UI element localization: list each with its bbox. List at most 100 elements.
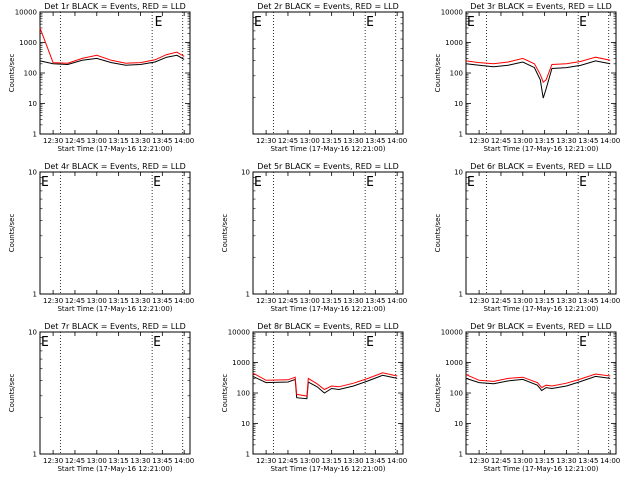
y-axis-label: Counts/sec bbox=[434, 54, 442, 93]
x-tick-label: 12:30 bbox=[43, 297, 63, 305]
panel-title: Det 9r BLACK = Events, RED = LLD bbox=[470, 322, 612, 331]
panel-title: Det 1r BLACK = Events, RED = LLD bbox=[44, 2, 186, 11]
y-tick-label: 1 bbox=[33, 291, 37, 299]
y-tick-label: 1000 bbox=[232, 359, 250, 367]
x-tick-label: 13:30 bbox=[130, 137, 150, 145]
x-tick-label: 13:15 bbox=[109, 297, 129, 305]
x-tick-label: 13:45 bbox=[365, 457, 385, 465]
y-tick-label: 1 bbox=[459, 291, 463, 299]
x-tick-label: 12:30 bbox=[256, 137, 276, 145]
x-axis-label: Start Time (17-May-16 12:21:00) bbox=[270, 145, 385, 153]
event-marker-label: E bbox=[153, 175, 161, 190]
x-axis-label: Start Time (17-May-16 12:21:00) bbox=[483, 145, 598, 153]
x-tick-label: 13:00 bbox=[513, 457, 533, 465]
panel-det-8: Det 8r BLACK = Events, RED = LLD E 12:30 12… bbox=[221, 322, 407, 473]
panel-title: Det 2r BLACK = Events, RED = LLD bbox=[257, 2, 399, 11]
panel-title: Det 7r BLACK = Events, RED = LLD bbox=[44, 322, 186, 331]
y-tick-label: 10 bbox=[28, 329, 37, 337]
series-line-lld bbox=[465, 56, 611, 84]
x-tick-label: 13:00 bbox=[300, 297, 320, 305]
plot-frame bbox=[252, 11, 404, 135]
x-tick-label: 13:00 bbox=[87, 297, 107, 305]
series-line-events bbox=[465, 60, 611, 99]
x-tick-label: 12:45 bbox=[65, 457, 85, 465]
event-marker-label: E bbox=[467, 15, 475, 30]
y-tick-label: 10 bbox=[28, 100, 37, 108]
series-line-events bbox=[252, 374, 398, 400]
event-marker-label: E bbox=[155, 15, 163, 30]
plot-frame bbox=[465, 331, 617, 455]
y-axis-label: Counts/sec bbox=[8, 374, 16, 413]
x-tick-label: 13:15 bbox=[535, 137, 555, 145]
x-axis-label: Start Time (17-May-16 12:21:00) bbox=[57, 305, 172, 313]
y-tick-label: 1 bbox=[246, 291, 250, 299]
x-tick-label: 14:00 bbox=[600, 457, 620, 465]
x-tick-label: 13:45 bbox=[578, 137, 598, 145]
x-axis-label: Start Time (17-May-16 12:21:00) bbox=[270, 305, 385, 313]
x-tick-label: 13:30 bbox=[556, 297, 576, 305]
y-tick-label: 100 bbox=[237, 390, 250, 398]
y-tick-label: 1 bbox=[33, 451, 37, 459]
x-tick-label: 14:00 bbox=[600, 137, 620, 145]
y-tick-label: 10 bbox=[241, 169, 250, 177]
y-tick-label: 1000 bbox=[445, 359, 463, 367]
event-marker-label: E bbox=[41, 175, 49, 190]
x-tick-label: 12:45 bbox=[491, 457, 511, 465]
x-tick-label: 12:45 bbox=[491, 297, 511, 305]
y-tick-label: 10 bbox=[454, 169, 463, 177]
x-tick-label: 13:30 bbox=[556, 457, 576, 465]
x-tick-label: 13:00 bbox=[300, 137, 320, 145]
panel-title: Det 6r BLACK = Events, RED = LLD bbox=[470, 162, 612, 171]
x-tick-label: 13:00 bbox=[513, 137, 533, 145]
y-tick-label: 100 bbox=[450, 70, 463, 78]
x-tick-label: 13:00 bbox=[300, 457, 320, 465]
series-line-lld bbox=[252, 372, 398, 397]
y-tick-label: 1 bbox=[246, 451, 250, 459]
y-tick-label: 100 bbox=[24, 70, 37, 78]
x-tick-label: 13:15 bbox=[535, 457, 555, 465]
x-axis-label: Start Time (17-May-16 12:21:00) bbox=[270, 465, 385, 473]
y-tick-label: 10 bbox=[28, 169, 37, 177]
panel-det-9: Det 9r BLACK = Events, RED = LLD E 12:30 12… bbox=[434, 322, 620, 473]
series-line-lld bbox=[465, 373, 611, 389]
x-axis-label: Start Time (17-May-16 12:21:00) bbox=[483, 465, 598, 473]
plot-frame bbox=[39, 171, 191, 295]
y-axis-label: Counts/sec bbox=[434, 214, 442, 253]
y-tick-label: 1000 bbox=[445, 39, 463, 47]
plot-frame bbox=[39, 11, 191, 135]
event-marker-label: E bbox=[254, 15, 262, 30]
y-tick-label: 100 bbox=[450, 390, 463, 398]
x-tick-label: 13:00 bbox=[87, 457, 107, 465]
panel-det-1: Det 1r BLACK = Events, RED = LLD E 12:30 12… bbox=[8, 2, 194, 153]
x-tick-label: 13:30 bbox=[343, 297, 363, 305]
event-marker-label: E bbox=[579, 175, 587, 190]
x-tick-label: 13:30 bbox=[343, 137, 363, 145]
y-axis-label: Counts/sec bbox=[221, 374, 229, 413]
y-tick-label: 1 bbox=[459, 451, 463, 459]
x-tick-label: 14:00 bbox=[600, 297, 620, 305]
panel-title: Det 4r BLACK = Events, RED = LLD bbox=[44, 162, 186, 171]
x-tick-label: 12:30 bbox=[469, 137, 489, 145]
x-tick-label: 13:00 bbox=[513, 297, 533, 305]
x-tick-label: 12:45 bbox=[278, 457, 298, 465]
series-line-lld bbox=[39, 27, 185, 64]
y-tick-label: 10 bbox=[454, 420, 463, 428]
series-line-events bbox=[39, 54, 185, 66]
x-tick-label: 12:45 bbox=[278, 297, 298, 305]
plot-frame bbox=[252, 331, 404, 455]
x-tick-label: 14:00 bbox=[387, 137, 407, 145]
x-tick-label: 13:15 bbox=[322, 297, 342, 305]
event-marker-label: E bbox=[579, 15, 587, 30]
x-tick-label: 14:00 bbox=[174, 457, 194, 465]
y-tick-label: 1 bbox=[33, 131, 37, 139]
x-tick-label: 13:15 bbox=[322, 137, 342, 145]
x-tick-label: 12:30 bbox=[469, 457, 489, 465]
x-tick-label: 13:45 bbox=[578, 457, 598, 465]
x-tick-label: 12:45 bbox=[65, 297, 85, 305]
